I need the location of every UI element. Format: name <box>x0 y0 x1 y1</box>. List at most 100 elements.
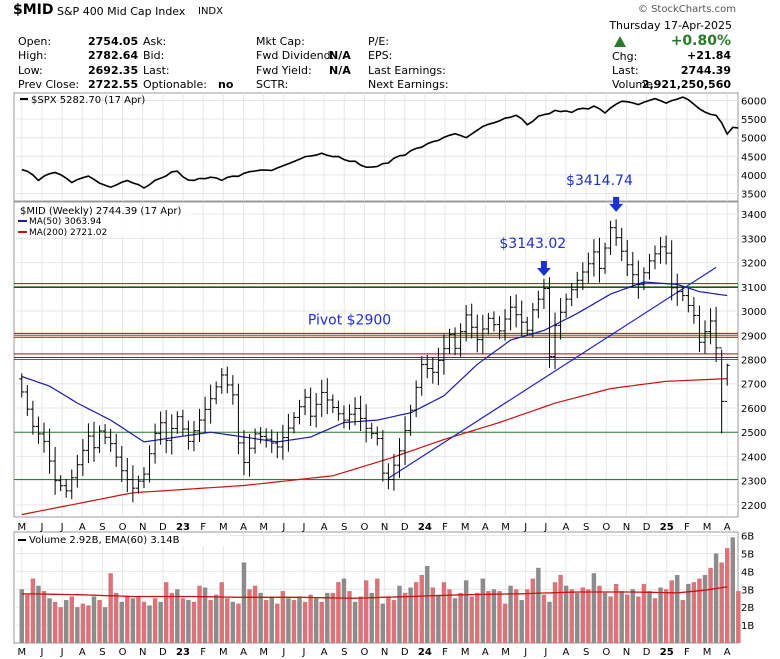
volume-bar <box>630 589 636 643</box>
volume-bar <box>713 553 719 643</box>
volume-bar <box>602 592 608 643</box>
volume-value: 2,921,250,560 <box>641 78 731 91</box>
price-annotation: Pivot $2900 <box>308 312 391 328</box>
price-y-tick-label: 2400 <box>741 452 766 463</box>
spx-y-tick-label: 4000 <box>741 171 766 182</box>
volume-bar <box>525 589 530 643</box>
volume-bar <box>497 591 502 643</box>
volume-y-tick-label: 3B <box>741 585 754 596</box>
ask-label: Ask: <box>143 35 167 48</box>
volume-bar <box>530 578 536 643</box>
volume-bar <box>63 600 69 643</box>
volume-bar <box>19 589 24 643</box>
volume-bar <box>347 591 352 643</box>
volume-bar <box>697 578 702 643</box>
volume-bar <box>102 607 108 643</box>
volume-bar <box>575 592 580 643</box>
volume-bar <box>269 596 274 643</box>
volume-y-tick-label: 1B <box>741 621 754 632</box>
volume-legend-bg <box>15 533 230 546</box>
volume-bar <box>197 585 202 643</box>
volume-bar <box>458 592 463 643</box>
volume-bar <box>136 596 141 643</box>
volume-x-tick-label: J <box>523 647 527 658</box>
volume-bar <box>463 580 469 643</box>
volume-bar <box>86 605 91 643</box>
ma50-legend: MA(50) 3063.94 <box>29 217 102 227</box>
price-x-tick-label: M <box>703 522 712 533</box>
volume-bar <box>725 548 730 643</box>
mktcap-label: Mkt Cap: <box>256 35 305 48</box>
price-x-tick-label: O <box>360 522 368 533</box>
volume-bar <box>236 603 241 643</box>
price-x-tick-label: F <box>684 522 690 533</box>
prevclose-label: Prev Close: <box>18 78 80 91</box>
volume-bar <box>319 601 324 643</box>
volume-bar <box>636 596 641 643</box>
volume-bar <box>375 578 380 643</box>
volume-bar <box>258 592 263 643</box>
volume-bar <box>425 566 430 643</box>
volume-bar <box>419 574 424 643</box>
volume-bar <box>163 582 169 643</box>
price-y-tick-label: 2200 <box>741 501 766 512</box>
sctr-label: SCTR: <box>256 78 289 91</box>
volume-x-tick-label: M <box>703 647 712 658</box>
copyright[interactable]: © StockCharts.com <box>637 4 736 15</box>
volume-bar <box>491 589 497 643</box>
price-x-tick-label: A <box>240 522 247 533</box>
ma200-line <box>21 378 728 516</box>
volume-bar <box>452 598 458 643</box>
price-y-tick-label: 3200 <box>741 259 766 270</box>
volume-bar <box>480 578 486 643</box>
volume-bar <box>597 585 602 643</box>
price-legend-bg <box>16 203 191 237</box>
high-label: High: <box>18 49 47 62</box>
volume-bar <box>686 583 691 643</box>
volume-bar <box>558 574 563 643</box>
volume-x-tick-label: 24 <box>418 647 432 658</box>
ma50-line <box>21 281 728 443</box>
next-earnings-label: Next Earnings: <box>368 78 449 91</box>
volume-bar <box>508 585 513 643</box>
volume-x-tick-label: M <box>461 647 470 658</box>
volume-bar <box>691 582 697 643</box>
index-name: S&P 400 Mid Cap Index <box>57 5 186 18</box>
fwddiv-label: Fwd Dividend: <box>256 49 335 62</box>
volume-bar <box>502 603 508 643</box>
eps-label: EPS: <box>368 49 393 62</box>
volume-x-tick-label: 25 <box>660 647 674 658</box>
volume-bar <box>569 589 574 643</box>
volume-y-tick-label: 5B <box>741 549 754 560</box>
down-arrow-icon <box>536 261 551 277</box>
volume-bar <box>275 603 280 643</box>
volume-y-tick-label: 6B <box>741 532 754 543</box>
price-y-tick-label: 3000 <box>741 307 766 318</box>
last-label: Last: <box>143 64 170 77</box>
volume-bar <box>469 596 474 643</box>
price-x-tick-label: O <box>602 522 610 533</box>
price-x-tick-label: S <box>583 522 589 533</box>
volume-bar <box>408 587 413 643</box>
volume-x-tick-label: D <box>159 647 167 658</box>
price-x-tick-label: N <box>623 522 630 533</box>
volume-bar <box>263 600 269 643</box>
volume-x-tick-label: D <box>401 647 409 658</box>
volume-bar <box>208 600 213 643</box>
volume-bar <box>391 600 397 643</box>
volume-bar <box>608 596 613 643</box>
volume-bar <box>175 589 180 643</box>
price-x-tick-label: A <box>563 522 570 533</box>
pct-change: +0.80% <box>670 33 731 49</box>
volume-bar <box>652 598 658 643</box>
volume-bar <box>330 592 336 643</box>
price-x-tick-label: J <box>281 522 285 533</box>
volume-x-tick-label: S <box>99 647 105 658</box>
fwdyield-label: Fwd Yield: <box>256 64 312 77</box>
volume-bar <box>30 578 36 643</box>
volume-x-tick-label: J <box>39 647 43 658</box>
price-x-tick-label: J <box>543 522 547 533</box>
pe-label: P/E: <box>368 35 389 48</box>
volume-x-tick-label: A <box>240 647 247 658</box>
price-x-tick-label: A <box>724 522 731 533</box>
